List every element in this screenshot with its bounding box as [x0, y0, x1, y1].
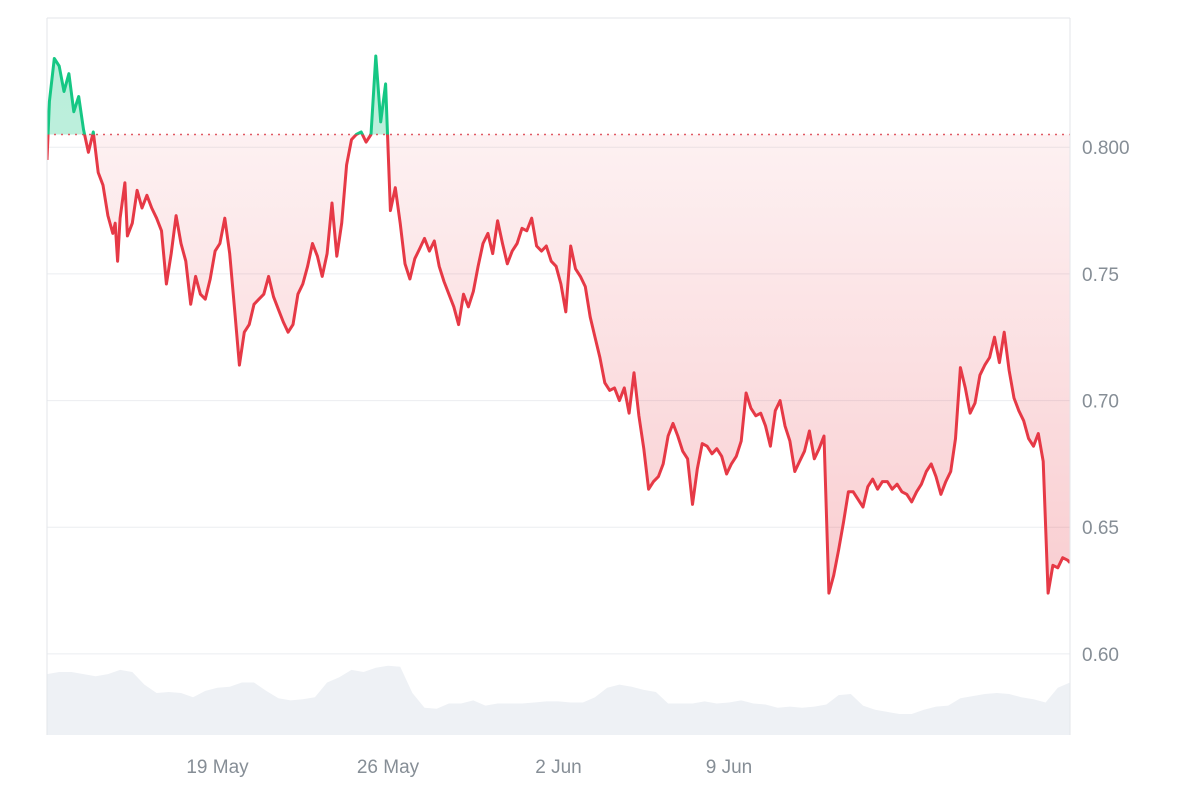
y-tick-label: 0.800 — [1082, 138, 1130, 159]
below-baseline-fill — [47, 134, 1070, 594]
x-axis: 19 May 26 May 2 Jun 9 Jun — [186, 757, 752, 778]
price-line-down — [47, 134, 1070, 595]
x-tick-label: 9 Jun — [706, 757, 752, 778]
volume-area — [47, 665, 1070, 735]
y-tick-label: 0.60 — [1082, 645, 1119, 666]
x-tick-label: 19 May — [186, 757, 249, 778]
y-tick-label: 0.65 — [1082, 518, 1119, 539]
volume-layer — [47, 665, 1070, 735]
x-tick-label: 2 Jun — [535, 757, 581, 778]
area-fill-layer — [47, 56, 1070, 594]
y-tick-label: 0.75 — [1082, 265, 1119, 286]
x-tick-label: 26 May — [357, 757, 420, 778]
price-line-layer — [47, 54, 1070, 595]
y-axis: 0.800 0.75 0.70 0.65 0.60 — [1082, 138, 1130, 666]
y-tick-label: 0.70 — [1082, 392, 1119, 413]
plot-frame — [46, 17, 1071, 735]
